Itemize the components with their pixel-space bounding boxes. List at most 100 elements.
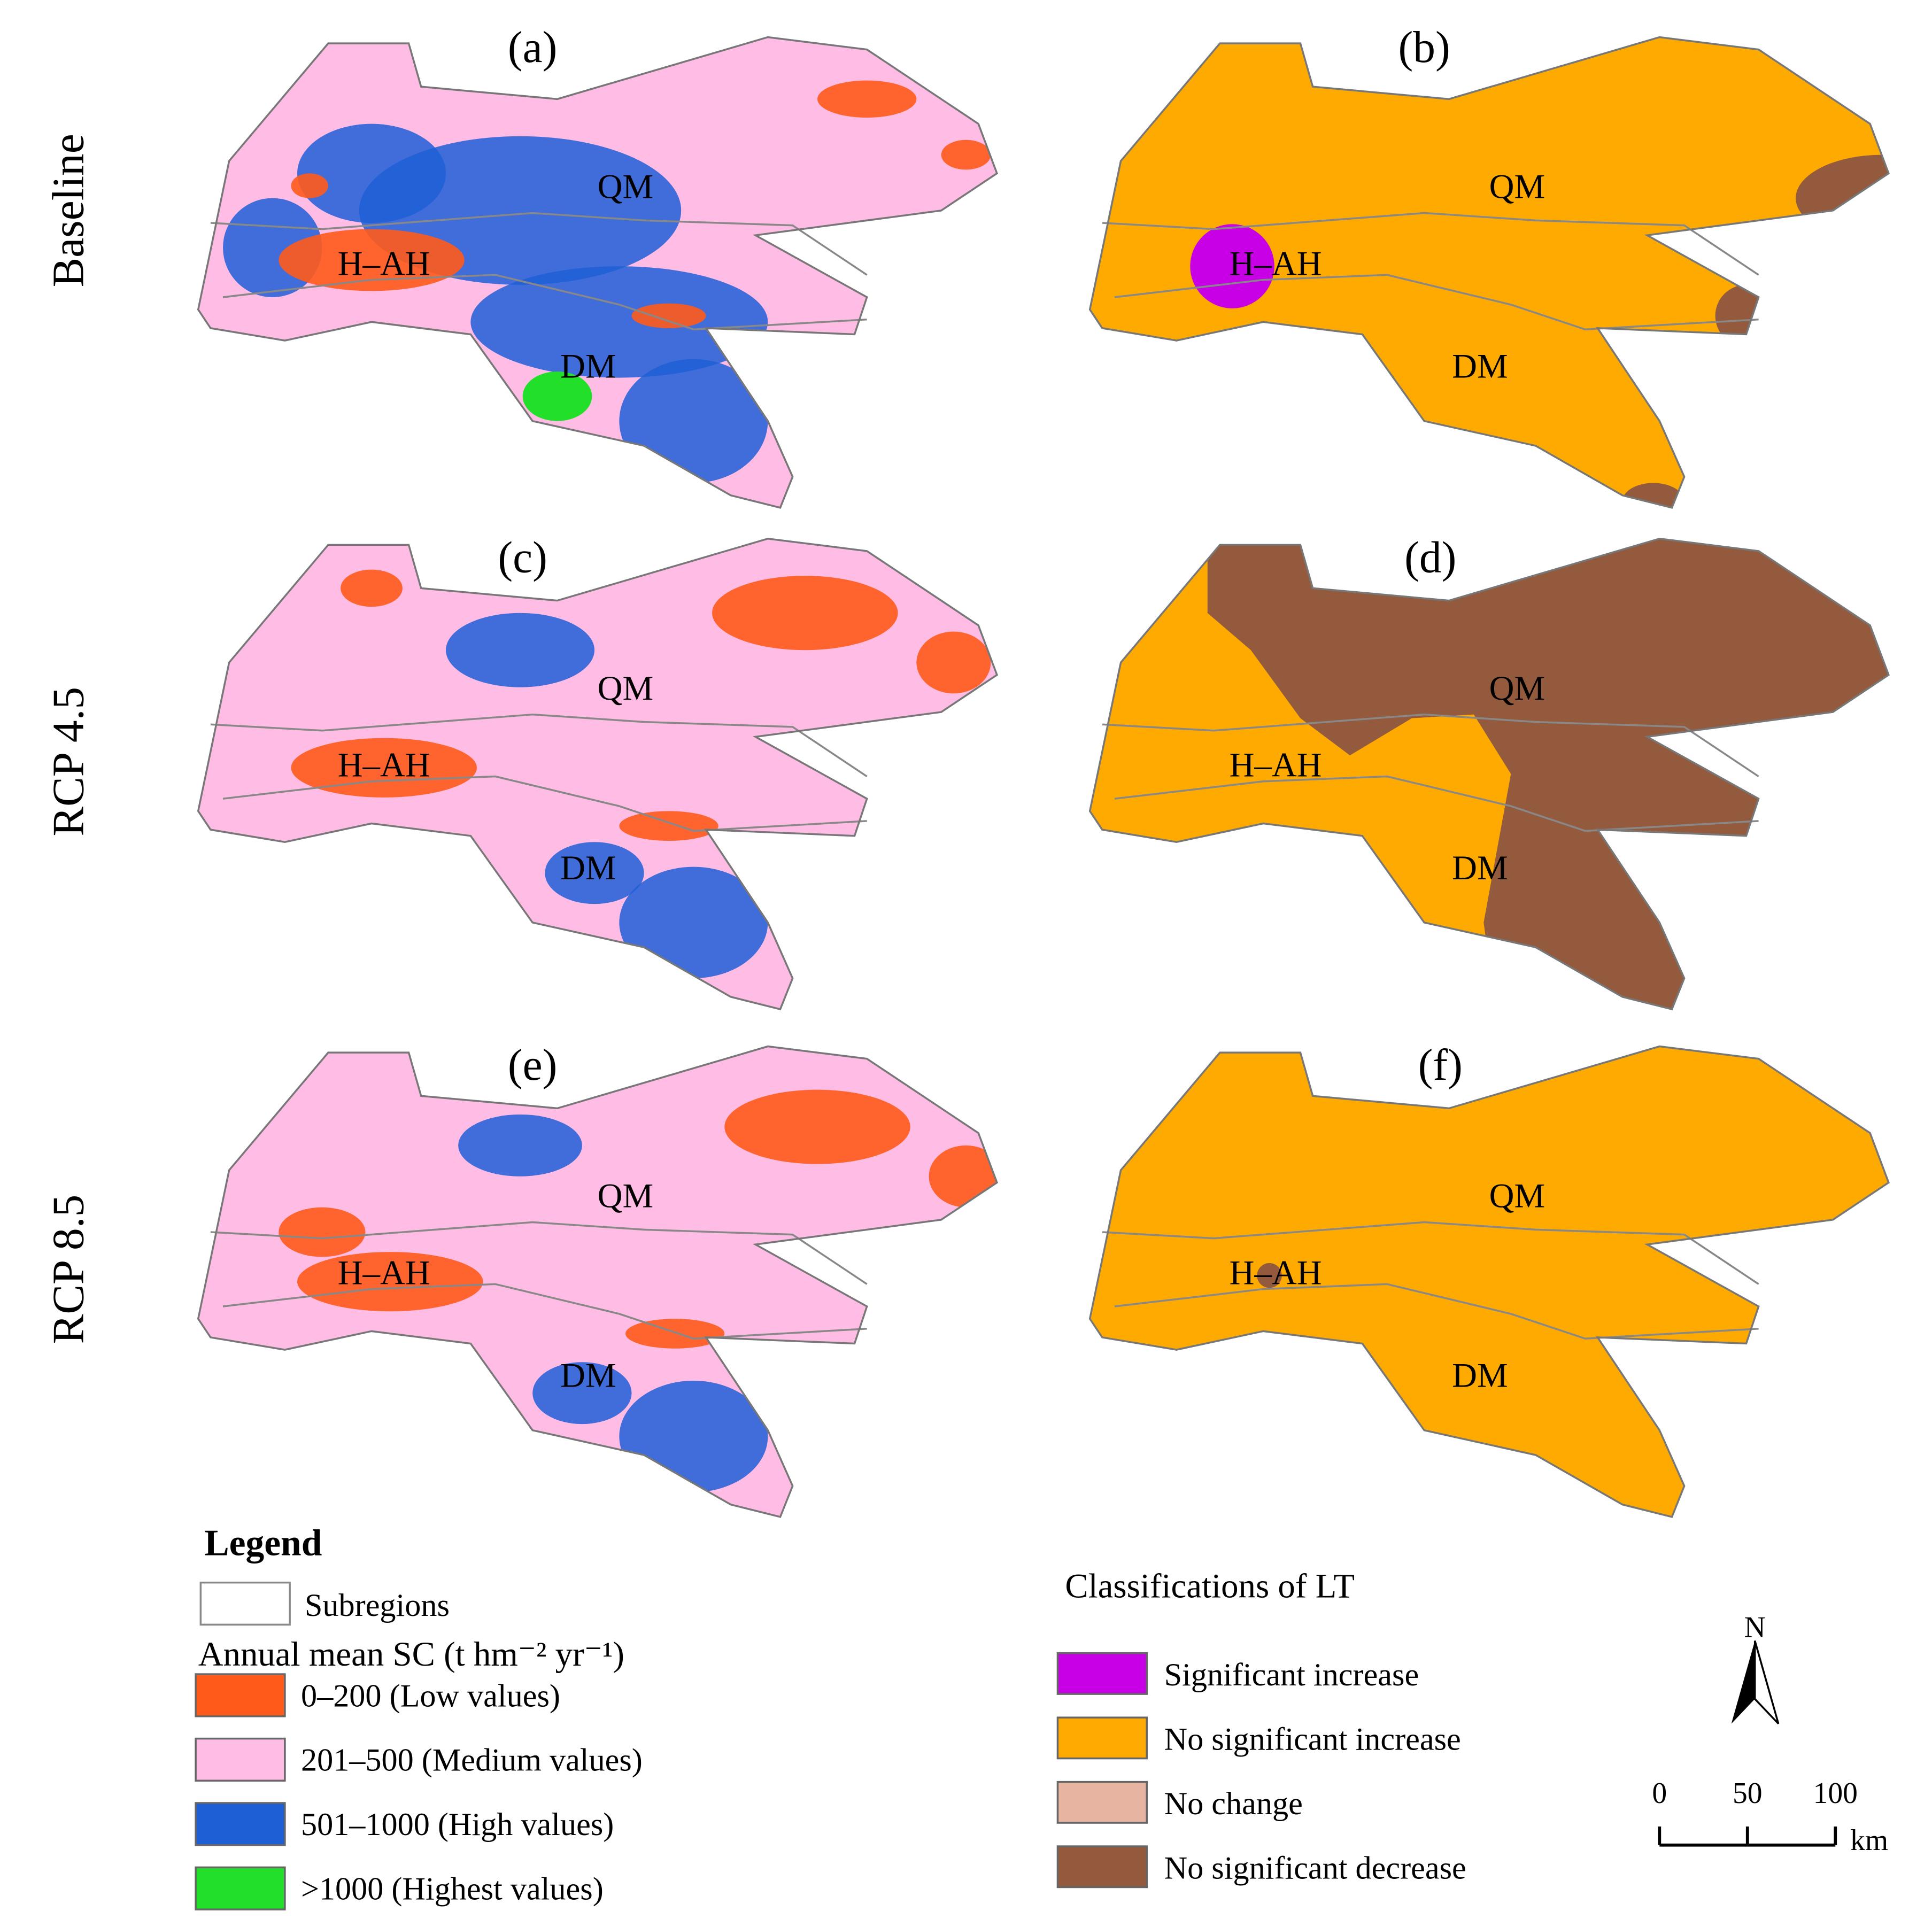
- north-arrow: [1753, 1640, 1780, 1724]
- high-values: [545, 842, 644, 904]
- panel-label: (a): [508, 23, 558, 72]
- low-values: [619, 811, 718, 841]
- region-label: H–AH: [338, 244, 430, 283]
- subregion-boundary: [1114, 274, 1759, 330]
- region-label: DM: [560, 1357, 616, 1395]
- region-classes: [291, 569, 991, 979]
- low-values: [341, 569, 403, 607]
- region-fill: [198, 1046, 997, 1517]
- high-values: [470, 266, 768, 378]
- legend-swatch: [195, 1866, 286, 1910]
- legend-swatch: [199, 1581, 291, 1626]
- legend-swatch: [195, 1673, 286, 1717]
- high-values: [619, 866, 768, 979]
- low-values: [724, 1089, 910, 1164]
- low-values: [291, 173, 328, 198]
- low-values: [941, 140, 991, 170]
- map-panel: QM H–AH DM: [1088, 1045, 1890, 1518]
- legend-label: 201–500 (Medium values): [301, 1743, 643, 1778]
- subregion-boundary: [1102, 713, 1759, 777]
- low-values: [916, 631, 991, 694]
- legend-label: 501–1000 (High values): [301, 1807, 614, 1843]
- legend-title: Classifications of LT: [1065, 1567, 1355, 1605]
- legend-swatch: [1056, 1716, 1148, 1760]
- map-outline: [197, 36, 999, 509]
- legend-title: Legend: [204, 1523, 322, 1564]
- subregion-boundary: [1114, 1283, 1759, 1340]
- north-label: N: [1744, 1611, 1766, 1644]
- decrease-area: [1715, 284, 1778, 347]
- scale-label: 100: [1813, 1777, 1858, 1810]
- high-values: [446, 613, 595, 687]
- region-fill: [198, 538, 997, 1010]
- region-label: QM: [598, 669, 654, 708]
- low-values: [929, 1145, 997, 1208]
- region-fill: [1089, 37, 1889, 508]
- panel-label: (b): [1398, 23, 1450, 72]
- legend-swatch: [1056, 1781, 1148, 1824]
- region-label: H–AH: [1230, 746, 1322, 785]
- region-label: H–AH: [338, 746, 430, 785]
- high-values: [619, 359, 768, 483]
- low-values: [625, 1319, 725, 1349]
- low-values: [291, 738, 477, 798]
- map-outline: [1088, 1045, 1890, 1518]
- high-values: [297, 123, 446, 223]
- map-panel: QM H–AH DM: [197, 36, 999, 509]
- region-label: H–AH: [1230, 1253, 1322, 1292]
- map-outline: [1088, 537, 1890, 1011]
- row-label: RCP 8.5: [44, 1195, 93, 1344]
- legend-label: Significant increase: [1164, 1657, 1419, 1693]
- map-panel: QM H–AH DM: [1088, 36, 1890, 509]
- legend-label: No significant decrease: [1164, 1850, 1466, 1886]
- subregion-boundary: [222, 274, 867, 330]
- region-label: QM: [1489, 669, 1545, 708]
- low-values: [279, 229, 465, 291]
- region-label: DM: [560, 347, 616, 386]
- low-values: [631, 303, 706, 328]
- highest-values: [522, 371, 592, 421]
- low-values: [817, 80, 917, 118]
- row-label: RCP 4.5: [44, 687, 93, 837]
- scale-label: 0: [1652, 1777, 1667, 1810]
- region-label: H–AH: [1230, 244, 1322, 283]
- region-fill: [1089, 1046, 1889, 1517]
- region-label: H–AH: [338, 1253, 430, 1292]
- map-panel: QM H–AH DM: [1088, 537, 1890, 1011]
- decrease-area: [1257, 1263, 1282, 1288]
- row-label: Baseline: [44, 134, 93, 287]
- decrease-area: [1622, 483, 1684, 508]
- legend-label: No significant increase: [1164, 1721, 1461, 1757]
- subregion-boundary: [1102, 212, 1759, 276]
- north-arrow: [1731, 1640, 1755, 1724]
- region-label: QM: [1489, 1177, 1545, 1216]
- subregion-boundary: [210, 212, 868, 276]
- subregion-boundary: [1102, 1221, 1759, 1285]
- low-values: [279, 1207, 366, 1257]
- scale-label: 50: [1733, 1777, 1763, 1810]
- map-panel: QM H–AH DM: [197, 537, 999, 1011]
- subregion-boundary: [210, 1221, 868, 1285]
- legend-swatch: [1056, 1652, 1148, 1695]
- region-label: DM: [560, 849, 616, 887]
- map-outline: [197, 537, 999, 1011]
- low-values: [712, 576, 898, 651]
- legend-label: Subregions: [305, 1588, 450, 1623]
- region-label: DM: [1452, 1357, 1508, 1395]
- increase-area: [1190, 224, 1274, 308]
- legend-label: 0–200 (Low values): [301, 1678, 560, 1714]
- legend-label: >1000 (Highest values): [301, 1871, 604, 1907]
- legend-swatch: [195, 1737, 286, 1782]
- legend-swatch: [195, 1802, 286, 1846]
- high-values: [532, 1362, 632, 1425]
- low-values: [297, 1252, 483, 1312]
- map-panel: QM H–AH DM: [197, 1045, 999, 1518]
- subregion-boundary: [222, 1283, 867, 1340]
- region-classes: [1257, 1263, 1282, 1288]
- region-label: QM: [598, 168, 654, 206]
- subregion-boundary: [222, 775, 867, 832]
- panel-label: (f): [1418, 1041, 1463, 1090]
- region-label: DM: [1452, 347, 1508, 386]
